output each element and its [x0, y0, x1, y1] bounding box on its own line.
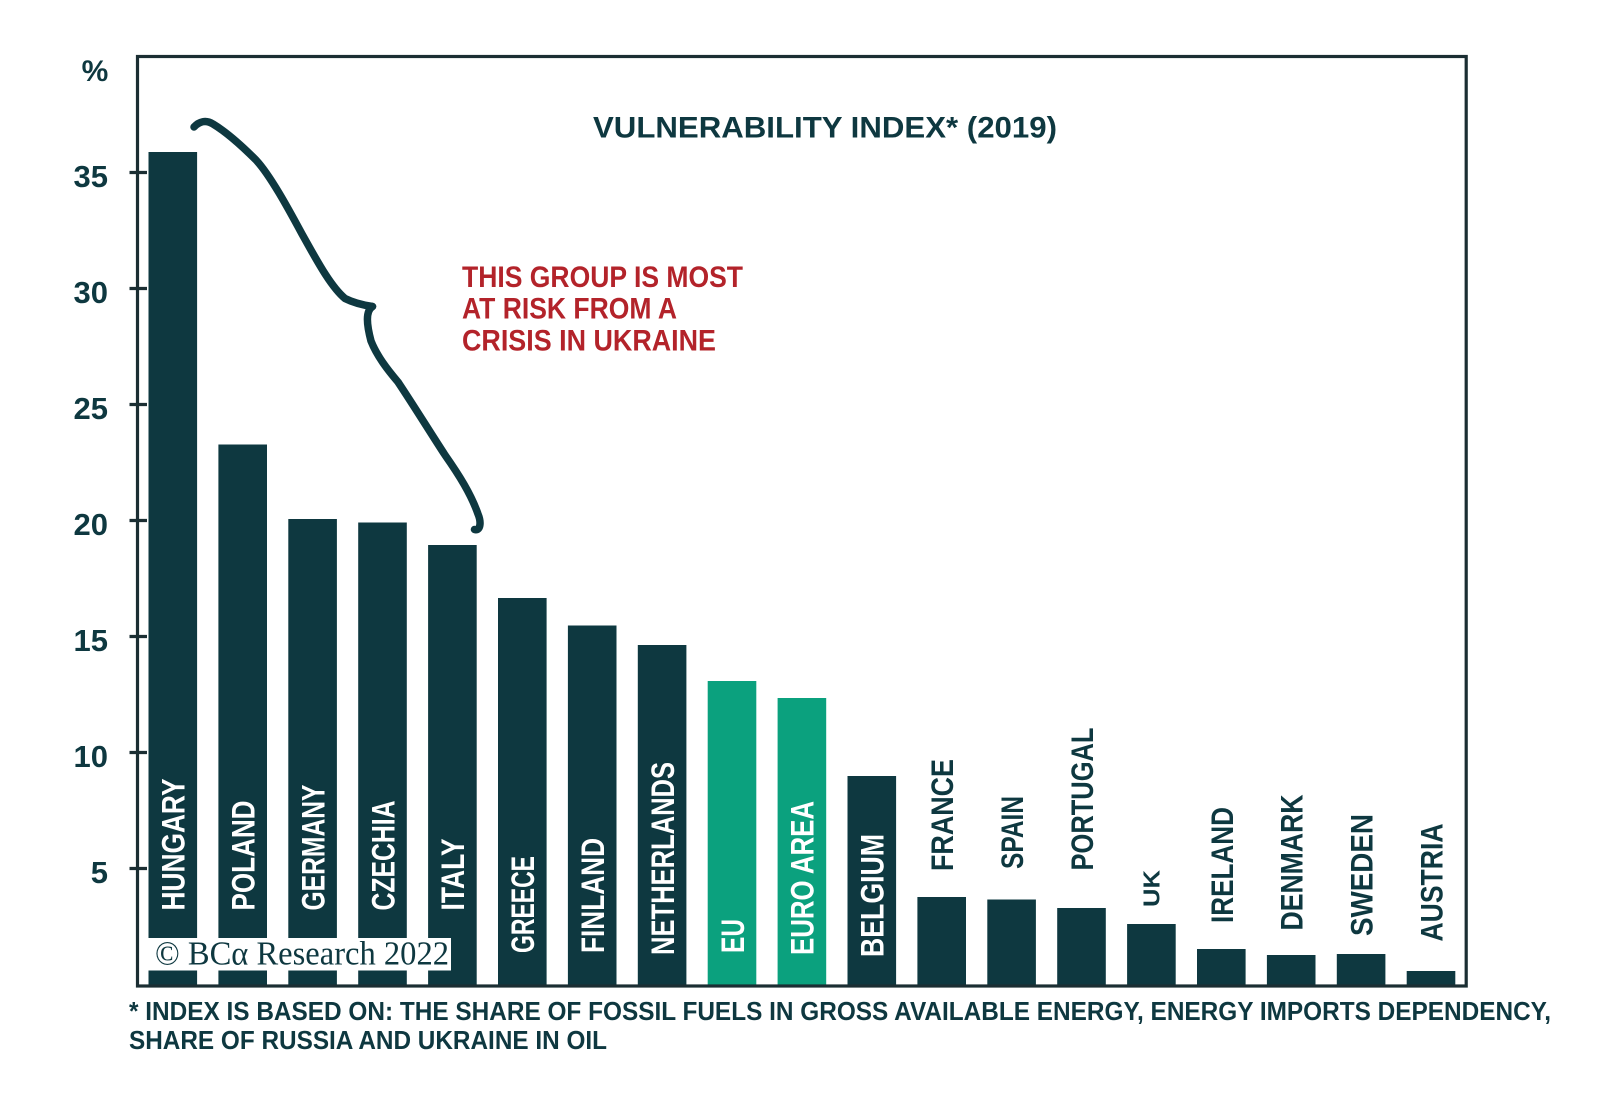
svg-text:IRELAND: IRELAND [1205, 807, 1240, 923]
svg-text:PORTUGAL: PORTUGAL [1066, 728, 1101, 871]
svg-text:BELGIUM: BELGIUM [856, 834, 891, 957]
svg-text:CRISIS IN UKRAINE: CRISIS IN UKRAINE [462, 324, 716, 357]
svg-text:UK: UK [1139, 870, 1165, 907]
svg-text:POLAND: POLAND [227, 801, 262, 911]
svg-text:CZECHIA: CZECHIA [367, 801, 402, 911]
svg-text:30: 30 [74, 275, 108, 310]
svg-text:HUNGARY: HUNGARY [157, 779, 192, 911]
svg-text:EU: EU [716, 919, 751, 953]
svg-text:FINLAND: FINLAND [577, 838, 612, 953]
svg-text:SPAIN: SPAIN [996, 796, 1031, 869]
svg-text:GREECE: GREECE [507, 856, 542, 953]
svg-text:ITALY: ITALY [437, 839, 472, 911]
svg-text:GERMANY: GERMANY [297, 785, 332, 911]
svg-text:AT RISK FROM A: AT RISK FROM A [462, 293, 677, 326]
svg-text:© BCα Research 2022: © BCα Research 2022 [155, 936, 449, 973]
svg-text:SHARE OF RUSSIA AND UKRAINE IN: SHARE OF RUSSIA AND UKRAINE IN OIL [129, 1025, 607, 1055]
svg-text:* INDEX IS BASED ON: THE SHARE: * INDEX IS BASED ON: THE SHARE OF FOSSIL… [129, 996, 1551, 1026]
svg-text:DENMARK: DENMARK [1275, 794, 1310, 930]
svg-text:%: % [82, 55, 109, 88]
svg-text:FRANCE: FRANCE [926, 759, 961, 871]
svg-text:AUSTRIA: AUSTRIA [1415, 823, 1450, 941]
svg-text:25: 25 [74, 391, 108, 426]
svg-text:15: 15 [74, 623, 108, 658]
svg-text:20: 20 [74, 507, 108, 542]
svg-text:EURO AREA: EURO AREA [786, 801, 821, 955]
svg-text:NETHERLANDS: NETHERLANDS [646, 762, 681, 955]
svg-text:35: 35 [74, 159, 108, 194]
svg-text:VULNERABILITY INDEX* (2019): VULNERABILITY INDEX* (2019) [593, 112, 1057, 145]
svg-text:10: 10 [74, 739, 108, 774]
svg-text:THIS GROUP IS MOST: THIS GROUP IS MOST [462, 261, 743, 294]
svg-text:SWEDEN: SWEDEN [1345, 814, 1380, 936]
svg-text:5: 5 [91, 855, 108, 890]
